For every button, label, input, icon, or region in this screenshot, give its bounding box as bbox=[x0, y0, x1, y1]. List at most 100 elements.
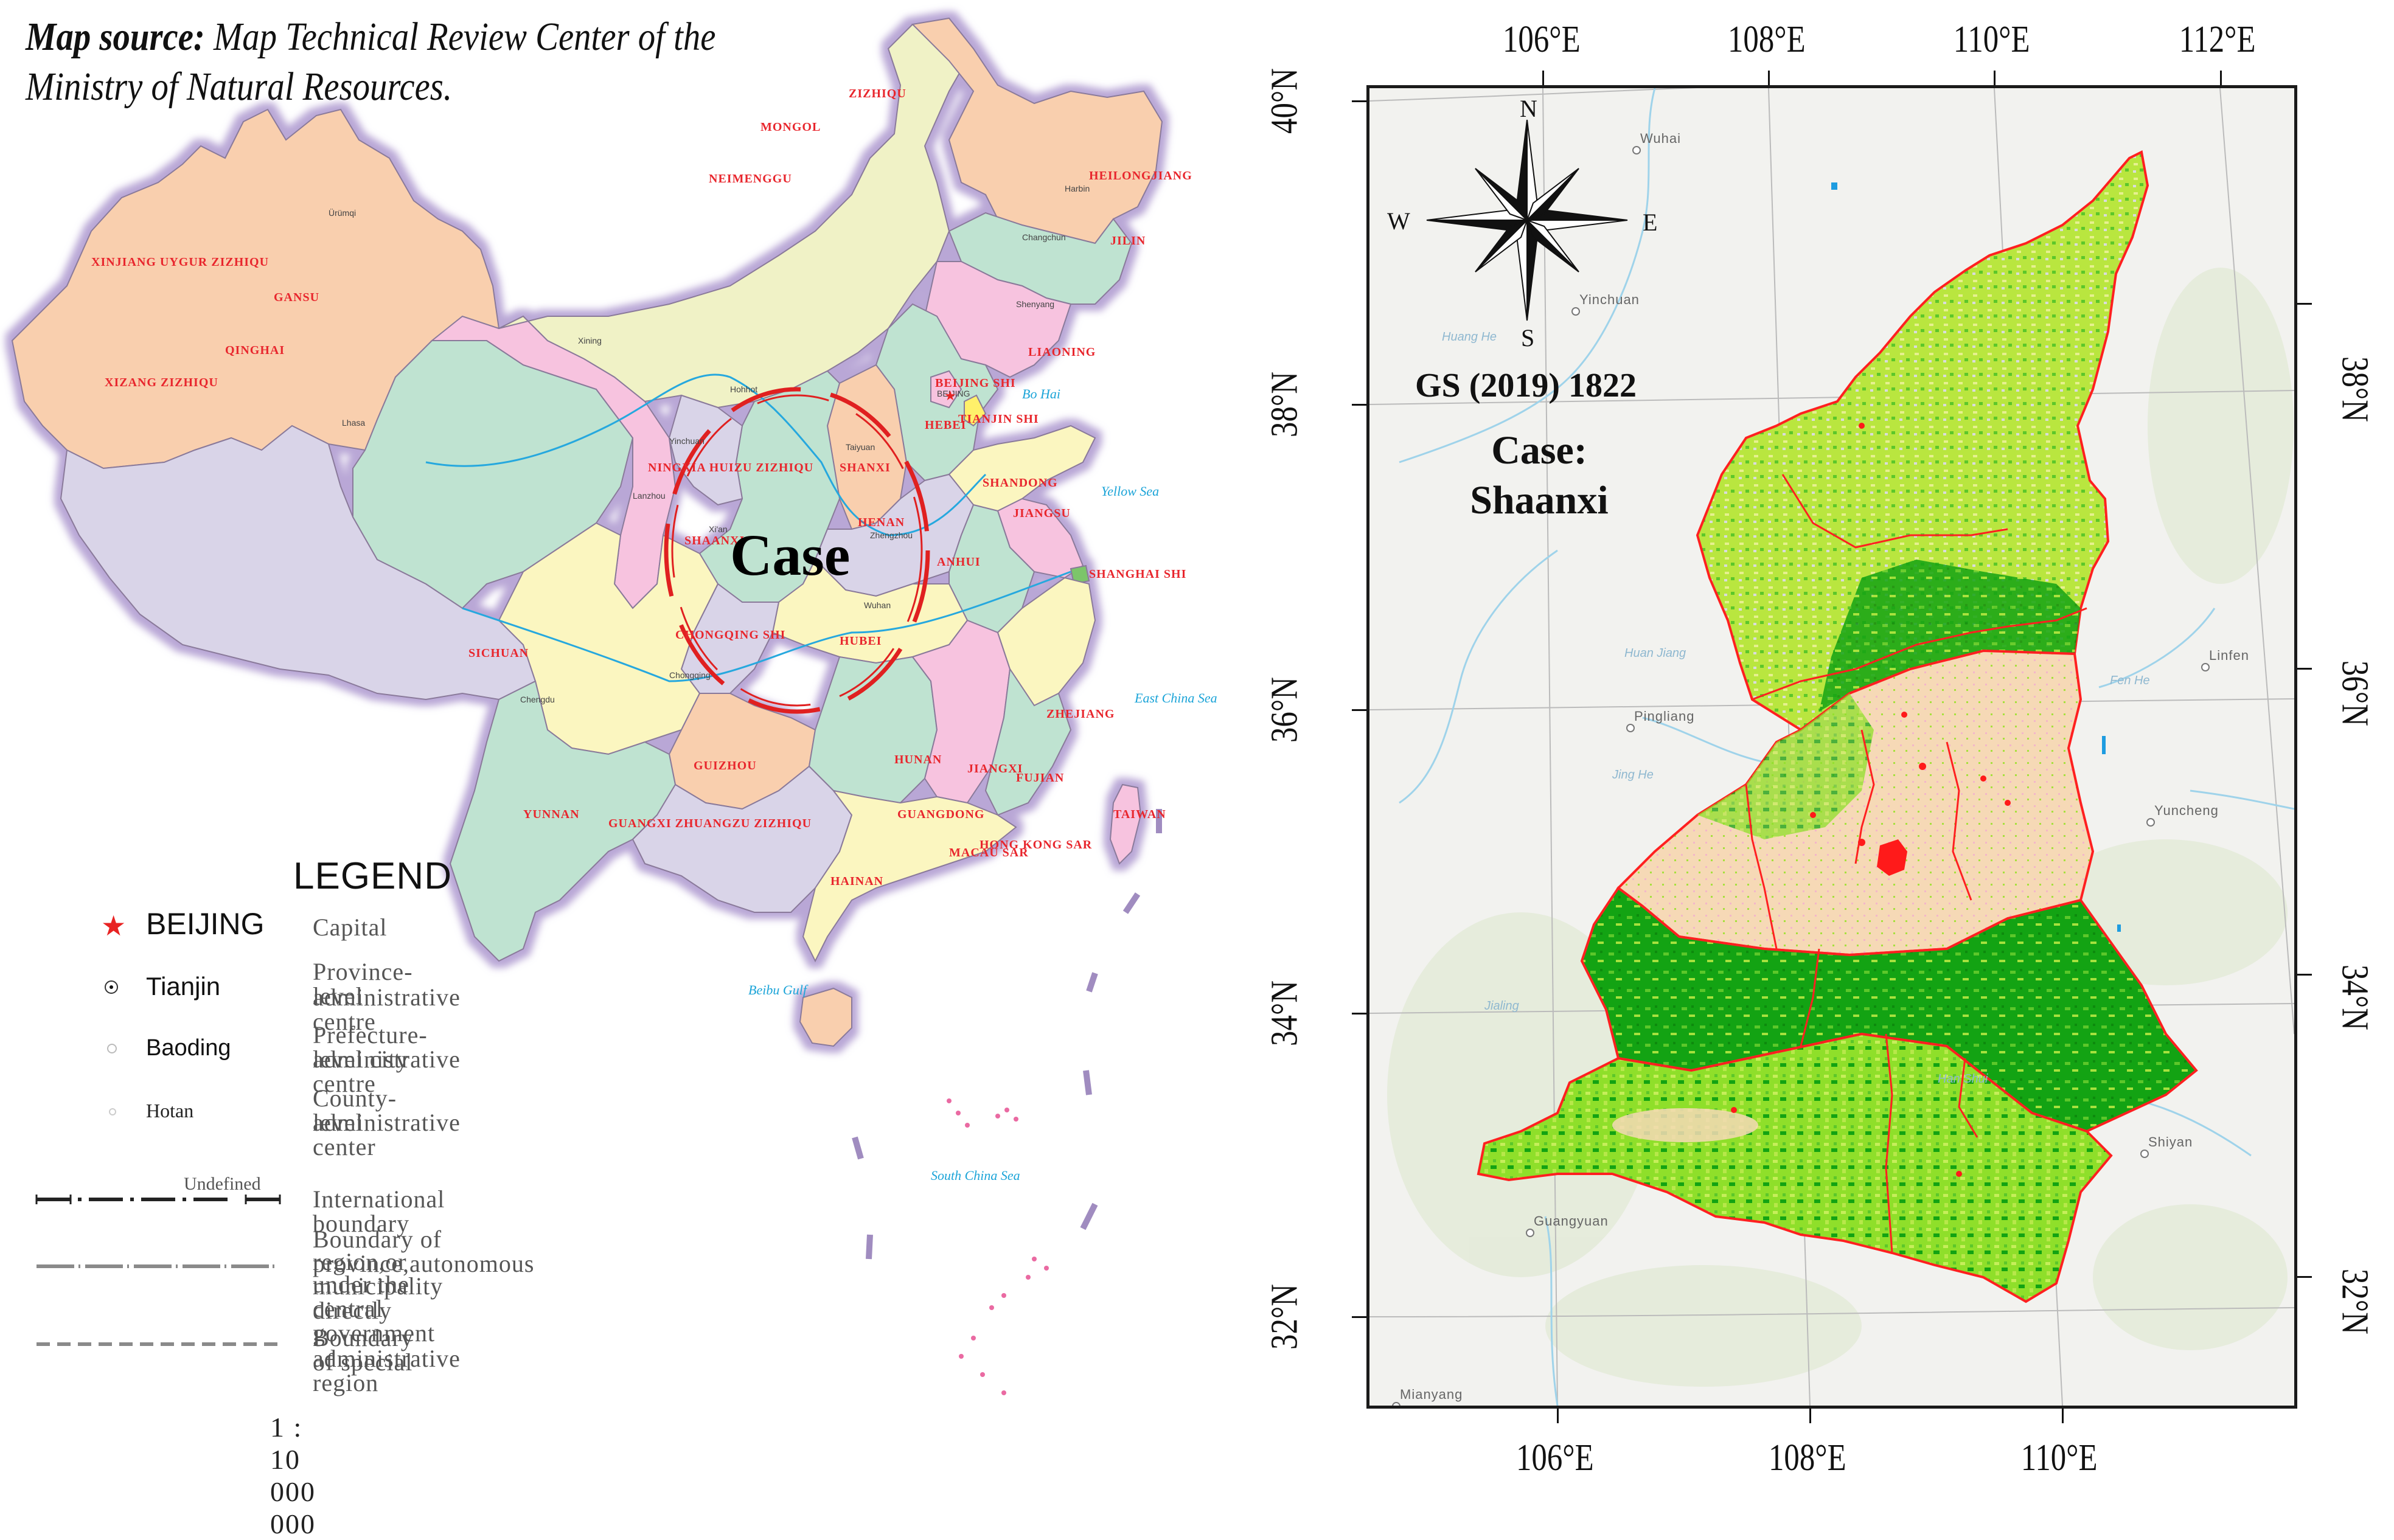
legend-prefecture-centre-icon bbox=[107, 1044, 117, 1053]
province-label: NEIMENGGU bbox=[709, 172, 792, 186]
city-label: Xi'an bbox=[709, 524, 728, 534]
province-label: GUIZHOU bbox=[694, 759, 757, 772]
left-tick-40n bbox=[1352, 100, 1366, 102]
region-hainan bbox=[799, 987, 852, 1047]
province-labels: XINJIANG UYGUR ZIZHIQU XIZANG ZIZHIQU QING… bbox=[91, 87, 1192, 888]
hanzhong-basin bbox=[1612, 1108, 1758, 1142]
relief-shading bbox=[1387, 268, 2294, 1387]
shaanxi-yanan-forest bbox=[1819, 560, 2081, 712]
city-label: Wuhai bbox=[1640, 131, 1681, 146]
city-label: Yinchuan bbox=[669, 436, 705, 446]
map-source-line-1: Map source: Map Technical Review Center … bbox=[26, 12, 842, 62]
shaanxi-qinling bbox=[1580, 886, 2198, 1133]
china-map: XINJIANG UYGUR ZIZHIQU XIZANG ZIZHIQU QING… bbox=[11, 17, 1217, 1395]
basemap-cities: Wuhai Yinchuan Pingliang Linfen Yuncheng Shiy… bbox=[1392, 131, 2249, 1406]
province-label: HEILONGJIANG bbox=[1089, 169, 1192, 182]
province-label: QINGHAI bbox=[225, 344, 285, 357]
region-tianjin bbox=[964, 394, 987, 427]
river-label: Huang He bbox=[1442, 330, 1497, 344]
province-label: SHANGHAI SHI bbox=[1089, 567, 1186, 581]
legend-province-boundary-icon bbox=[37, 1264, 274, 1268]
city-marker-icon bbox=[1632, 146, 1641, 154]
city-label: Ürümqi bbox=[329, 207, 356, 218]
legend-prefecture-centre-desc-2: administrative centre bbox=[313, 1046, 461, 1097]
top-axis-label-110e: 110°E bbox=[1953, 19, 2030, 60]
legend-province-centre-icon bbox=[105, 980, 118, 994]
province-label: YUNNAN bbox=[523, 808, 580, 821]
city-label: Shenyang bbox=[1016, 299, 1054, 309]
city-label: Changchun bbox=[1022, 232, 1066, 242]
city-label: Pingliang bbox=[1634, 709, 1695, 724]
city-marker-icon bbox=[1392, 1402, 1401, 1406]
city-label: Taiyuan bbox=[846, 442, 875, 452]
city-label: Linfen bbox=[2209, 648, 2249, 663]
province-label: TAIWAN bbox=[1113, 808, 1166, 821]
shaanxi-south bbox=[1477, 1032, 2113, 1303]
legend-capital-desc: Capital bbox=[313, 914, 388, 941]
river-label: Jing He bbox=[1612, 768, 1654, 782]
province-label: JILIN bbox=[1110, 234, 1146, 248]
province-label: SHANDONG bbox=[983, 476, 1058, 490]
shaanxi-map-canvas: Wuhai Yinchuan Pingliang Linfen Yuncheng Shiy… bbox=[1369, 88, 2294, 1406]
legend-county-centre-desc-2: administrative center bbox=[313, 1109, 461, 1160]
city-label: Zhengzhou bbox=[870, 530, 913, 540]
bottom-axis-label-108e: 108°E bbox=[1769, 1437, 1846, 1479]
province-label: MACAU SAR bbox=[949, 846, 1029, 859]
city-marker-icon bbox=[1526, 1229, 1534, 1237]
province-label: SICHUAN bbox=[468, 647, 529, 660]
province-label: SHAANXI bbox=[684, 534, 745, 547]
province-label: HUNAN bbox=[894, 753, 942, 766]
city-label: Wuhan bbox=[864, 600, 891, 610]
compass-rose-icon bbox=[1426, 119, 1628, 321]
case-title: Case: Shaanxi bbox=[1436, 426, 1643, 525]
compass-south-label: S bbox=[1521, 324, 1535, 352]
top-tick-110e bbox=[1994, 71, 1996, 85]
south-china-sea-islands bbox=[947, 1098, 1049, 1395]
case-title-line-2: Shaanxi bbox=[1470, 478, 1609, 522]
region-taiwan bbox=[1109, 783, 1142, 865]
compass-east-label: E bbox=[1643, 209, 1658, 236]
bottom-tick-110e bbox=[2062, 1409, 2064, 1423]
city-marker-icon bbox=[1571, 307, 1580, 316]
legend-title: LEGEND bbox=[293, 855, 452, 897]
rivers bbox=[425, 373, 1071, 682]
province-label: ZIZHIQU bbox=[849, 87, 906, 100]
city-labels: Ürümqi Lhasa Xining Lanzhou Yinchuan Hohhot Xi… bbox=[329, 184, 1090, 704]
basemap-river-labels: Huang He Jing He Fen He Han Shui Jialing Huan… bbox=[1442, 330, 2150, 1086]
city-label: Yuncheng bbox=[2154, 803, 2219, 818]
legend-province-boundary-desc-2: region,or municipality directly bbox=[313, 1248, 444, 1324]
legend-province-boundary-desc-1: Boundary of province,autonomous bbox=[313, 1226, 535, 1277]
province-label: XINJIANG UYGUR ZIZHIQU bbox=[91, 255, 269, 269]
basemap-rivers bbox=[1399, 88, 2294, 1406]
left-axis-label-36n: 36°N bbox=[1264, 677, 1306, 743]
region-fujian bbox=[984, 667, 1072, 816]
river-label: Han Shui bbox=[1938, 1072, 1988, 1086]
map-source-bold: Map source: bbox=[26, 15, 205, 59]
province-label: FUJIAN bbox=[1016, 771, 1064, 785]
city-label: Yinchuan bbox=[1579, 292, 1640, 307]
right-axis-label-36n: 36°N bbox=[2334, 661, 2376, 726]
sea-label: Beibu Gulf bbox=[748, 982, 809, 997]
city-label: Hohhot bbox=[730, 384, 757, 394]
shaanxi-map-frame: Wuhai Yinchuan Pingliang Linfen Yuncheng Shiy… bbox=[1366, 85, 2297, 1409]
city-label: Harbin bbox=[1065, 184, 1090, 193]
province-label: HEBEI bbox=[925, 418, 966, 432]
water-bodies bbox=[1831, 182, 2121, 932]
region-ningxia bbox=[668, 394, 743, 506]
province-label: NINGXIA HUIZU ZIZHIQU bbox=[648, 461, 813, 474]
province-label: MONGOL bbox=[760, 120, 821, 134]
sea-label: Bo Hai bbox=[1022, 386, 1060, 401]
right-tick-32n bbox=[2297, 1276, 2312, 1278]
region-hunan bbox=[808, 656, 938, 804]
city-marker-icon bbox=[2146, 818, 2155, 827]
province-label: GUANGDONG bbox=[897, 808, 984, 821]
compass-west-label: W bbox=[1387, 207, 1410, 235]
province-label: XIZANG ZIZHIQU bbox=[105, 376, 218, 389]
province-label: BEIJING SHI bbox=[935, 376, 1016, 390]
city-label: BEIJING bbox=[937, 389, 970, 398]
case-ellipse bbox=[664, 387, 930, 714]
legend-sar-boundary-desc-1: Boundary of special bbox=[313, 1324, 414, 1376]
city-label: Chengdu bbox=[520, 695, 555, 704]
urban-patches bbox=[1731, 423, 2011, 1177]
map-source-caption: Map source: Map Technical Review Center … bbox=[26, 12, 842, 112]
